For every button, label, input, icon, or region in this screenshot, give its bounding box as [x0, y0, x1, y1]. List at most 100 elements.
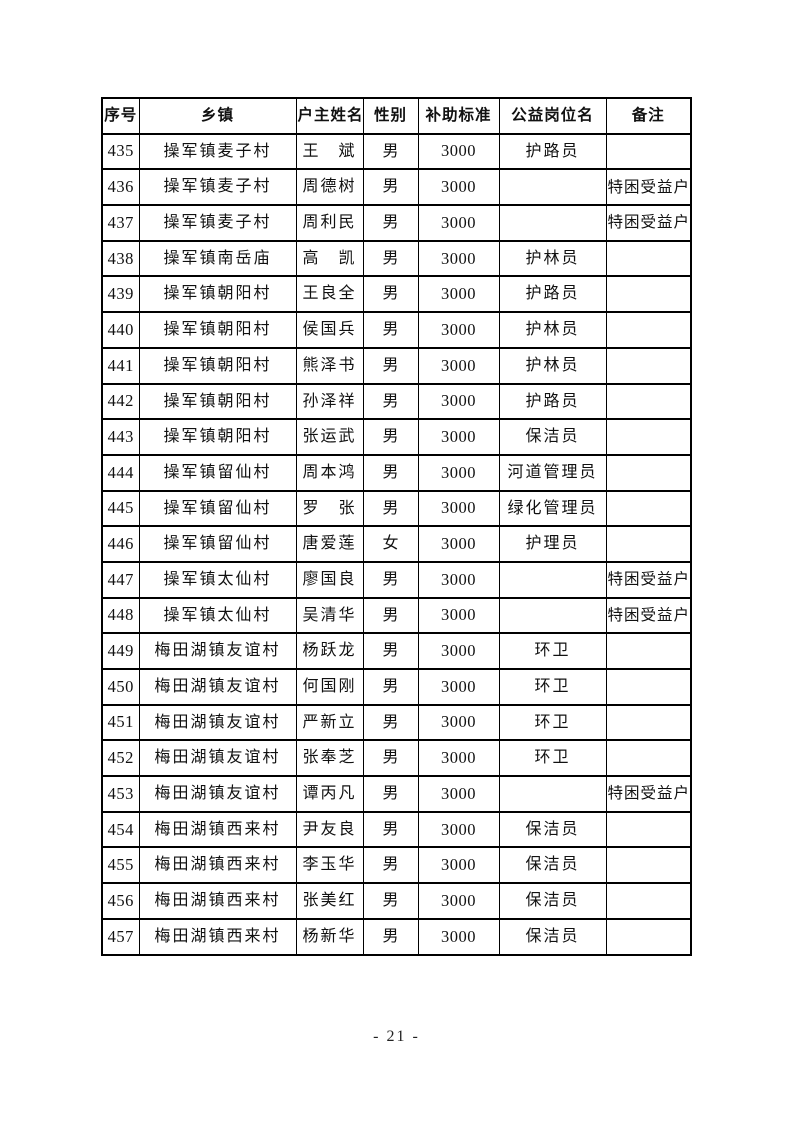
cell-name: 谭丙凡: [295, 775, 364, 813]
cell-township: 梅田湖镇友谊村: [138, 739, 297, 778]
cell-name: 王 斌: [295, 132, 364, 171]
cell-amount: 3000: [417, 632, 500, 670]
cell-remark: [605, 239, 692, 278]
table-row: 446 操军镇留仙村 唐爱莲女 3000 护理员: [101, 525, 692, 563]
table-row: 442 操军镇朝阳村 孙泽祥男 3000 护路员: [101, 382, 692, 421]
cell-gender: 男: [362, 275, 419, 314]
cell-amount: 3000: [417, 917, 500, 956]
cell-township: 操军镇麦子村: [138, 168, 297, 207]
cell-seq: 437: [101, 204, 140, 242]
cell-amount: 3000: [417, 453, 500, 492]
cell-amount: 3000: [417, 525, 500, 563]
cell-remark: [605, 810, 692, 849]
cell-name: 张美红: [295, 882, 364, 920]
cell-township: 梅田湖镇西来村: [138, 917, 297, 956]
cell-name: 杨跃龙: [295, 632, 364, 670]
cell-amount: 3000: [417, 311, 500, 349]
table-body: 435 操军镇麦子村王 斌男 3000 护路员 436 操军镇麦子村 周德树男 3000 特困受…: [101, 132, 692, 956]
cell-remark: [605, 882, 692, 920]
cell-township: 操军镇麦子村: [138, 204, 297, 242]
cell-name: 张奉芝: [295, 739, 364, 778]
header-seq: 序号: [101, 97, 140, 135]
header-name: 户主姓名: [295, 97, 364, 135]
cell-name: 唐爱莲: [295, 525, 364, 563]
cell-position: 环卫: [498, 668, 607, 706]
cell-position: 绿化管理员: [498, 489, 607, 528]
cell-position: 环卫: [498, 632, 607, 670]
header-amount: 补助标准: [417, 97, 500, 135]
cell-gender: 男: [362, 846, 419, 885]
cell-seq: 455: [101, 846, 140, 885]
cell-township: 梅田湖镇友谊村: [138, 668, 297, 706]
cell-position: [498, 168, 607, 207]
cell-seq: 440: [101, 311, 140, 349]
cell-gender: 男: [362, 346, 419, 385]
cell-name: 李玉华: [295, 846, 364, 885]
cell-gender: 男: [362, 560, 419, 599]
cell-gender: 男: [362, 739, 419, 778]
cell-name: 周德树: [295, 168, 364, 207]
cell-remark: 特困受益户: [605, 596, 692, 635]
cell-position: [498, 596, 607, 635]
cell-amount: 3000: [417, 703, 500, 742]
cell-name: 严新立: [295, 703, 364, 742]
cell-amount: 3000: [417, 739, 500, 778]
cell-seq: 436: [101, 168, 140, 207]
cell-remark: 特困受益户: [605, 560, 692, 599]
cell-seq: 453: [101, 775, 140, 813]
cell-gender: 男: [362, 596, 419, 635]
cell-remark: [605, 668, 692, 706]
cell-remark: 特困受益户: [605, 168, 692, 207]
table-row: 453 梅田湖镇友谊村 谭丙凡男 3000 特困受益户: [101, 775, 692, 813]
cell-township: 梅田湖镇西来村: [138, 810, 297, 849]
cell-remark: [605, 418, 692, 456]
header-gender: 性别: [362, 97, 419, 135]
cell-name: 尹友良: [295, 810, 364, 849]
cell-seq: 441: [101, 346, 140, 385]
cell-township: 操军镇留仙村: [138, 525, 297, 563]
cell-seq: 456: [101, 882, 140, 920]
cell-gender: 男: [362, 453, 419, 492]
table-row: 437 操军镇麦子村 周利民男 3000 特困受益户: [101, 204, 692, 242]
cell-amount: 3000: [417, 668, 500, 706]
page-number: - 21 -: [373, 1028, 420, 1045]
cell-position: 护路员: [498, 275, 607, 314]
cell-seq: 450: [101, 668, 140, 706]
cell-position: 护路员: [498, 382, 607, 421]
table-row: 443 操军镇朝阳村 张运武男 3000 保洁员: [101, 418, 692, 456]
table-row: 457 梅田湖镇西来村 杨新华男 3000 保洁员: [101, 917, 692, 956]
cell-seq: 438: [101, 239, 140, 278]
cell-gender: 男: [362, 489, 419, 528]
cell-position: 护林员: [498, 346, 607, 385]
cell-seq: 445: [101, 489, 140, 528]
cell-gender: 男: [362, 632, 419, 670]
cell-township: 梅田湖镇友谊村: [138, 632, 297, 670]
cell-remark: [605, 382, 692, 421]
cell-amount: 3000: [417, 810, 500, 849]
cell-remark: [605, 346, 692, 385]
cell-seq: 452: [101, 739, 140, 778]
cell-remark: [605, 703, 692, 742]
cell-remark: [605, 132, 692, 171]
cell-township: 梅田湖镇友谊村: [138, 703, 297, 742]
table-row: 450 梅田湖镇友谊村 何国刚男 3000 环卫: [101, 668, 692, 706]
cell-position: [498, 775, 607, 813]
cell-remark: [605, 275, 692, 314]
cell-remark: 特困受益户: [605, 775, 692, 813]
cell-seq: 444: [101, 453, 140, 492]
cell-name: 熊泽书: [295, 346, 364, 385]
cell-name: 周利民: [295, 204, 364, 242]
cell-seq: 449: [101, 632, 140, 670]
table-row: 454 梅田湖镇西来村 尹友良男 3000 保洁员: [101, 810, 692, 849]
cell-remark: [605, 917, 692, 956]
cell-gender: 男: [362, 418, 419, 456]
cell-name: 王良全: [295, 275, 364, 314]
cell-remark: [605, 311, 692, 349]
cell-name: 孙泽祥: [295, 382, 364, 421]
table-row: 445 操军镇留仙村罗 张男 3000 绿化管理员: [101, 489, 692, 528]
cell-amount: 3000: [417, 204, 500, 242]
cell-remark: [605, 453, 692, 492]
cell-amount: 3000: [417, 882, 500, 920]
cell-remark: [605, 525, 692, 563]
